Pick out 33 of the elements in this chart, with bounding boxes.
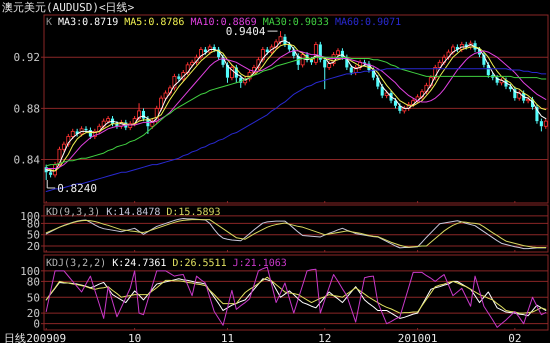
annotation: 0.9404 (226, 25, 266, 38)
x-tick-label: 10 (128, 332, 142, 343)
y-tick-label: 0.92 (14, 51, 40, 64)
y-tick-label: 50 (26, 291, 40, 304)
x-tick-label: 200909 (26, 332, 66, 343)
chart-title: 澳元美元(AUDUSD)<日线> (2, 1, 135, 14)
series-label: D:26.5511 (172, 258, 227, 269)
y-tick-label: 0 (33, 318, 40, 331)
y-tick-label: 20 (26, 240, 40, 253)
candlestick (540, 118, 543, 132)
x-tick-label: 12 (318, 332, 332, 343)
y-tick-label: 50 (26, 228, 40, 242)
y-tick-label: 0.88 (14, 102, 40, 116)
x-tick-label: 11 (220, 332, 234, 343)
series-label: D:15.5893 (166, 207, 221, 218)
series-label: K:14.8478 (106, 207, 160, 218)
annotation: K (46, 17, 52, 28)
x-tick-label: 201001 (398, 332, 438, 343)
y-tick-label: 80 (26, 275, 40, 288)
text: MA5:0.8786 (124, 17, 184, 28)
y-tick-label: 0.84 (14, 154, 40, 167)
text: MA60:0.9071 (334, 17, 402, 28)
text: MA10:0.8869 (190, 17, 257, 28)
chart-title: KD(9,3,3) (46, 207, 100, 218)
x-tick-label: 02 (508, 332, 522, 343)
series-label: J:21.1063 (232, 258, 287, 269)
chart-title: KDJ(3,2,2) (46, 258, 106, 269)
annotation: 0.8240 (57, 182, 97, 195)
text: MA3:0.8719 (58, 17, 118, 28)
text: MA30:0.9033 (262, 17, 329, 28)
y-tick-label: 100 (20, 264, 40, 278)
series-label: K:24.7361 (112, 258, 166, 269)
y-tick-label: 20 (26, 307, 40, 320)
